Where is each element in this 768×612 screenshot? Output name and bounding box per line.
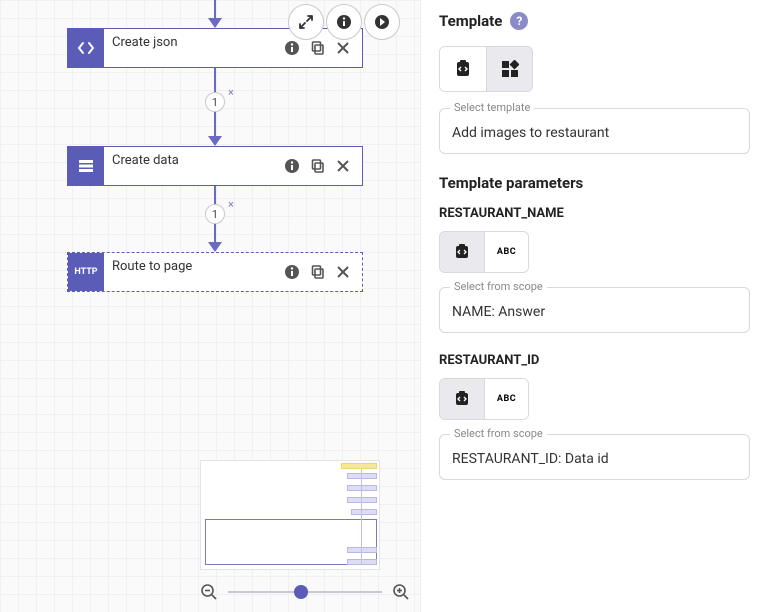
select-template-field[interactable]: Select template Add images to restaurant — [439, 108, 750, 154]
widgets-mode-button[interactable] — [486, 47, 532, 91]
code-icon — [68, 29, 104, 67]
list-icon — [68, 147, 104, 185]
node-label: Route to page — [104, 253, 284, 291]
copy-icon[interactable] — [310, 158, 326, 174]
field-value: NAME: Answer — [452, 304, 737, 320]
template-mode-toggle[interactable] — [439, 46, 533, 92]
copy-icon[interactable] — [310, 264, 326, 280]
close-icon[interactable] — [336, 159, 350, 173]
node-label: Create data — [104, 147, 284, 185]
field-value: Add images to restaurant — [452, 125, 737, 141]
zoom-control[interactable] — [200, 580, 410, 604]
field-legend: Select from scope — [450, 427, 547, 440]
help-icon[interactable]: ? — [510, 12, 528, 30]
flow-canvas[interactable]: Create json 1 × Create data 1 × HTTP Rou… — [0, 0, 420, 612]
edge-count-badge: 1 — [205, 92, 225, 112]
forward-icon[interactable] — [364, 4, 400, 40]
minimap[interactable] — [200, 460, 380, 570]
edge-delete-icon[interactable]: × — [228, 86, 234, 99]
node-label: Create json — [104, 29, 284, 67]
field-legend: Select template — [450, 101, 534, 114]
zoom-thumb[interactable] — [294, 585, 308, 599]
template-heading: Template ? — [439, 12, 750, 30]
param-name: RESTAURANT_NAME — [439, 206, 750, 221]
edge-arrowhead — [208, 136, 222, 146]
edge-delete-icon[interactable]: × — [228, 198, 234, 211]
param-mode-toggle[interactable]: ABC — [439, 231, 529, 273]
http-icon: HTTP — [68, 253, 104, 291]
literal-mode-button[interactable]: ABC — [484, 232, 528, 272]
info-icon[interactable] — [326, 4, 362, 40]
info-icon[interactable] — [284, 158, 300, 174]
copy-icon[interactable] — [310, 40, 326, 56]
close-icon[interactable] — [336, 265, 350, 279]
field-value: RESTAURANT_ID: Data id — [452, 451, 737, 467]
edge-count-badge: 1 — [205, 204, 225, 224]
param-name: RESTAURANT_ID — [439, 353, 750, 368]
expand-icon[interactable] — [288, 4, 324, 40]
scope-mode-button[interactable] — [440, 232, 484, 272]
info-icon[interactable] — [284, 40, 300, 56]
template-parameters-heading: Template parameters — [439, 174, 750, 192]
scope-mode-button[interactable] — [440, 379, 484, 419]
select-scope-field[interactable]: Select from scope RESTAURANT_ID: Data id — [439, 434, 750, 480]
code-mode-button[interactable] — [440, 47, 486, 91]
edge-arrowhead — [208, 242, 222, 252]
literal-mode-button[interactable]: ABC — [484, 379, 528, 419]
zoom-slider[interactable] — [228, 591, 382, 593]
template-heading-text: Template — [439, 12, 502, 30]
properties-panel: Template ? Select template Add images to… — [420, 0, 768, 612]
flow-node-route-to-page[interactable]: HTTP Route to page — [67, 252, 363, 292]
flow-node-create-data[interactable]: Create data — [67, 146, 363, 186]
edge-arrowhead — [208, 18, 222, 28]
select-scope-field[interactable]: Select from scope NAME: Answer — [439, 287, 750, 333]
param-mode-toggle[interactable]: ABC — [439, 378, 529, 420]
info-icon[interactable] — [284, 264, 300, 280]
zoom-in-icon[interactable] — [392, 583, 410, 601]
edge-segment — [214, 0, 216, 20]
close-icon[interactable] — [336, 41, 350, 55]
zoom-out-icon[interactable] — [200, 583, 218, 601]
field-legend: Select from scope — [450, 280, 547, 293]
